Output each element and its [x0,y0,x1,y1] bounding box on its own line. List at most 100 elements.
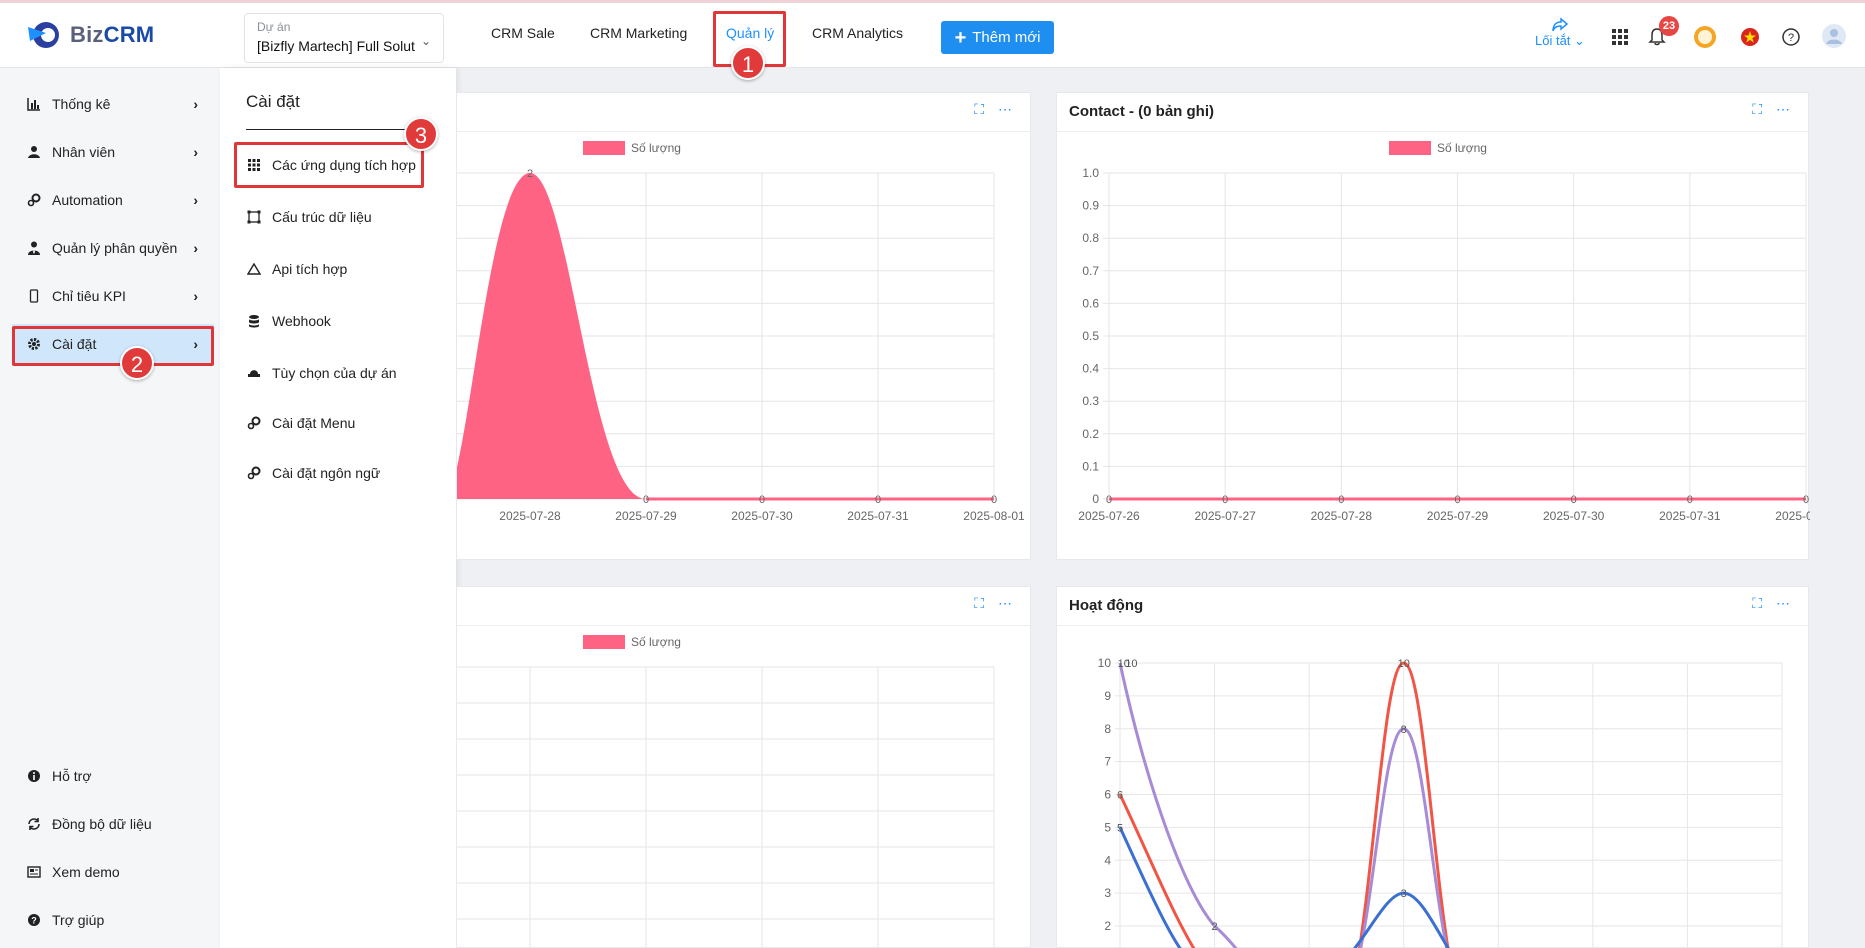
data-label: 0 [1571,494,1577,506]
chevron-right-icon: › [193,288,198,304]
x-tick-label: 2025-07-29 [1427,509,1489,523]
submenu-item-label: Cài đặt ngôn ngữ [272,465,381,481]
nav-quan-ly[interactable]: Quản lý [726,25,775,41]
info-icon [26,768,42,784]
nav-crm-sale[interactable]: CRM Sale [491,25,555,41]
shortcut-label: Lối tắt [1535,33,1571,48]
more-icon[interactable]: ⋯ [1776,595,1790,611]
gears-icon [26,192,42,208]
data-label: 0 [1803,494,1809,506]
card-actions: ⛶ ⋯ [1752,595,1790,612]
sidebar-item-label: Đồng bộ dữ liệu [52,816,152,832]
data-label: 0 [1338,494,1344,506]
y-tick-label: 7 [1104,755,1111,769]
sidebar-item-nhan-vien[interactable]: Nhân viên › [12,132,214,172]
apps-grid-icon[interactable] [1610,27,1630,47]
expand-icon[interactable]: ⛶ [974,101,984,117]
help-icon[interactable]: ? [1781,27,1801,47]
card-actions: ⛶ ⋯ [974,595,1012,612]
logo[interactable]: BizCRM [26,19,154,51]
x-tick-label: 2025-07-29 [615,509,677,523]
chevron-right-icon: › [193,144,198,160]
ai-badge-icon[interactable] [1693,25,1717,49]
y-tick-label: 0.9 [1082,199,1099,213]
add-new-label: Thêm mới [972,29,1041,46]
step-badge-3: 3 [404,117,438,151]
data-label: 0 [1106,494,1112,506]
sidebar-item-thong-ke[interactable]: Thống kê › [12,84,214,124]
sidebar-item-label: Nhân viên [52,144,116,160]
card-header-divider [1057,131,1808,132]
submenu-item-label: Tùy chọn của dự án [272,365,397,381]
bar-chart-icon [26,96,42,112]
top-bar: BizCRM Dự án [Bizfly Martech] Full Solut… [0,0,1865,80]
submenu-item-data-structure[interactable]: Cấu trúc dữ liệu [246,202,372,232]
legend-swatch [583,635,625,649]
more-icon[interactable]: ⋯ [998,595,1012,611]
shortcut-button[interactable]: Lối tắt ⌄ [1535,17,1585,49]
share-icon [1552,17,1569,32]
logo-icon [28,22,59,48]
triangle-icon [246,261,262,277]
sidebar-item-label: Trợ giúp [52,912,105,928]
data-label: 10 [1398,658,1410,670]
sidebar-item-ho-tro[interactable]: Hỗ trợ [12,756,214,796]
submenu-item-label: Cấu trúc dữ liệu [272,209,372,225]
sidebar-item-quan-ly-phan-quyen[interactable]: Quản lý phân quyền › [12,228,214,268]
avatar[interactable] [1821,23,1847,49]
contact-card-title: Contact - (0 bản ghi) [1069,103,1214,120]
sidebar-item-automation[interactable]: Automation › [12,180,214,220]
user-icon [26,144,42,160]
submenu-item-menu-settings[interactable]: Cài đặt Menu [246,408,355,438]
y-tick-label: 4 [1104,853,1111,867]
sidebar-item-chi-tieu-kpi[interactable]: Chỉ tiêu KPI › [12,276,214,316]
submenu-item-project-options[interactable]: Tùy chọn của dự án [246,358,397,388]
more-icon[interactable]: ⋯ [1776,101,1790,117]
nav-crm-analytics[interactable]: CRM Analytics [812,25,904,41]
submenu-item-webhook[interactable]: Webhook [246,306,331,336]
sidebar-item-tro-giup[interactable]: ? Trợ giúp [12,900,214,940]
y-tick-label: 3 [1104,886,1111,900]
submenu-item-api[interactable]: Api tích hợp [246,254,347,284]
submenu-item-integrated-apps[interactable]: Các ứng dụng tích hợp [246,150,416,180]
y-tick-label: 0.8 [1082,231,1099,245]
x-tick-label: 2025-07-28 [1311,509,1373,523]
more-icon[interactable]: ⋯ [998,101,1012,117]
add-new-button[interactable]: + Thêm mới [941,21,1054,54]
y-tick-label: 9 [1104,689,1111,703]
legend-label: Số lượng [1437,141,1487,155]
hat-icon [246,365,262,381]
submenu-divider [246,129,426,130]
y-tick-label: 0.4 [1082,362,1099,376]
mobile-icon [26,288,42,304]
project-label: Dự án [257,20,291,34]
expand-icon[interactable]: ⛶ [1752,595,1762,611]
project-select[interactable]: Dự án [Bizfly Martech] Full Solut ⌄ [244,13,444,63]
submenu-item-language-settings[interactable]: Cài đặt ngôn ngữ [246,458,380,488]
sidebar-item-dong-bo-du-lieu[interactable]: Đồng bộ dữ liệu [12,804,214,844]
legend-label: Số lượng [631,635,681,649]
submenu-item-label: Cài đặt Menu [272,415,356,431]
step-badge-2: 2 [120,346,154,380]
step-badge-1: 1 [731,46,765,80]
data-label: 0 [1454,494,1460,506]
activity-chart-card: Hoạt động ⛶ ⋯ 10 9 8 7 6 5 4 3 2 10 10 6 5 2 10 8 3 [1056,586,1809,948]
y-tick-label: 0.3 [1082,394,1099,408]
y-tick-label: 0.6 [1082,296,1099,310]
settings-submenu: Cài đặt Các ứng dụng tích hợp Cấu trúc d… [220,68,456,948]
gears-icon [246,415,262,431]
chart-3-svg: Số lượng [457,635,995,948]
highlight-sidebar-cai-dat [12,326,214,366]
sidebar-item-label: Quản lý phân quyền [52,240,178,256]
sidebar-item-xem-demo[interactable]: Xem demo [12,852,214,892]
sidebar-item-label: Automation [52,192,123,208]
nav-crm-marketing[interactable]: CRM Marketing [590,25,688,41]
vietnam-flag-icon[interactable] [1740,27,1760,47]
svg-text:?: ? [31,916,37,926]
expand-icon[interactable]: ⛶ [974,595,984,611]
grid-icon [246,157,262,173]
logo-text: BizCRM [70,22,155,47]
expand-icon[interactable]: ⛶ [1752,101,1762,117]
legend-label: Số lượng [631,141,681,155]
sidebar-item-cai-dat[interactable]: Cài đặt › [12,324,214,364]
